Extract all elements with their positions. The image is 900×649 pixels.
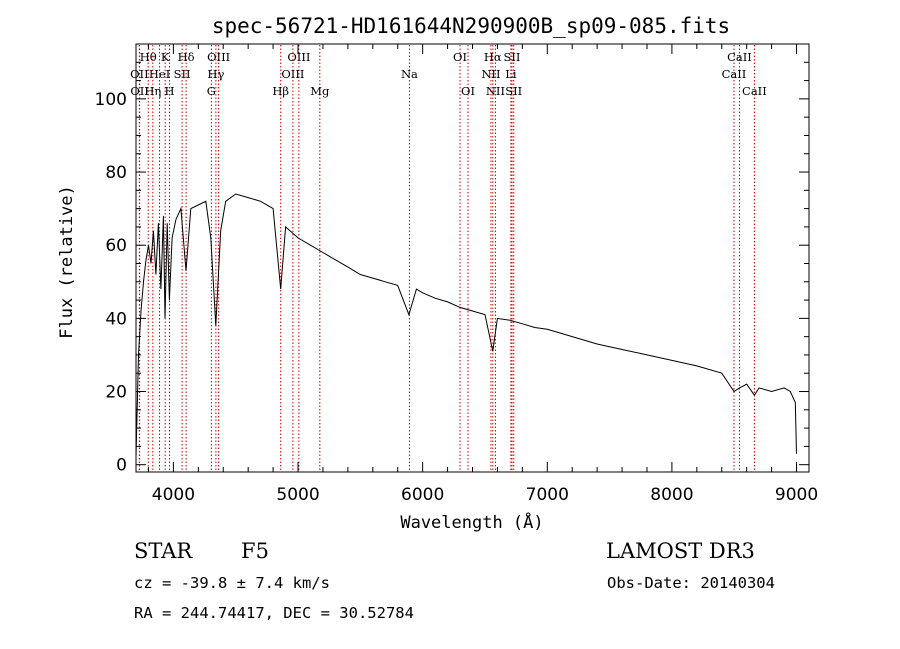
spectrum-line (135, 193, 797, 458)
spectral-line-markers (138, 45, 755, 471)
spectral-line-label: Hγ (207, 67, 224, 81)
spectral-line-label: H (165, 84, 175, 98)
spectral-line-label: NII (486, 84, 505, 98)
spectral-line-label: OIII (287, 50, 310, 64)
x-tick-label: 5000 (276, 485, 319, 505)
spectral-line-label: Mg (310, 84, 330, 98)
spectral-line-label: Hβ (272, 84, 289, 98)
spectral-line-label: CaII (742, 84, 767, 98)
x-tick-label: 8000 (650, 485, 693, 505)
x-tick-label: 4000 (152, 485, 195, 505)
spectral-line-label: Li (505, 67, 517, 81)
spectral-line-label: HeI (149, 67, 170, 81)
y-axis-label: Flux (relative) (57, 185, 77, 339)
y-tick-label: 40 (105, 309, 127, 329)
spectral-line-label: OI (453, 50, 467, 64)
spectral-line-labels: Hθ OII OII K HeI Hη Hδ SII H OIII Hγ G OIII OIII Hβ Mg N… (130, 50, 767, 98)
spectral-line-label: Hδ (178, 50, 195, 64)
spectral-line-label: NII (481, 67, 500, 81)
y-tick-label: 20 (105, 383, 127, 403)
survey-name: LAMOST DR3 (606, 539, 755, 563)
chart-title: spec-56721-HD161644N290900B_sp09-085.fit… (212, 14, 730, 38)
spectral-line-label: OI (461, 84, 475, 98)
spectral-line-label: Hα (484, 50, 502, 64)
observation-date: Obs-Date: 20140304 (607, 574, 775, 592)
spectral-line-label: OII (130, 67, 149, 81)
y-tick-label: 60 (105, 236, 127, 256)
spectral-line-label: Na (401, 67, 418, 81)
spectral-line-label: G (207, 84, 216, 98)
y-tick-label: 100 (95, 90, 127, 110)
spectral-line-label: CaII (722, 67, 747, 81)
spectral-line-label: K (161, 50, 170, 64)
object-class: STAR (134, 539, 193, 563)
spectral-line-label: Hη (144, 84, 161, 98)
x-tick-label: 9000 (775, 485, 818, 505)
spectral-line-label: OII (130, 84, 149, 98)
spectral-line-label: Hθ (140, 50, 157, 64)
spectral-line-label: CaII (727, 50, 752, 64)
plot-frame (135, 43, 810, 473)
x-tick-label: 6000 (401, 485, 444, 505)
ra-dec-coordinates: RA = 244.74417, DEC = 30.52784 (134, 604, 414, 622)
redshift-velocity: cz = -39.8 ± 7.4 km/s (134, 574, 330, 592)
spectral-line-label: SII (505, 84, 522, 98)
y-tick-label: 0 (116, 456, 127, 476)
x-axis-label: Wavelength (Å) (400, 511, 543, 533)
y-tick-label: 80 (105, 163, 127, 183)
spectral-line-label: OIII (281, 67, 304, 81)
x-tick-label: 7000 (526, 485, 569, 505)
x-axis-ticks: 4000 5000 6000 7000 8000 9000 (147, 44, 818, 505)
spectral-line-label: SII (174, 67, 191, 81)
spectral-line-label: SII (504, 50, 521, 64)
spectral-line-label: OIII (207, 50, 230, 64)
y-axis-ticks: 0 20 40 60 80 100 (95, 43, 809, 476)
object-subclass: F5 (241, 539, 269, 563)
